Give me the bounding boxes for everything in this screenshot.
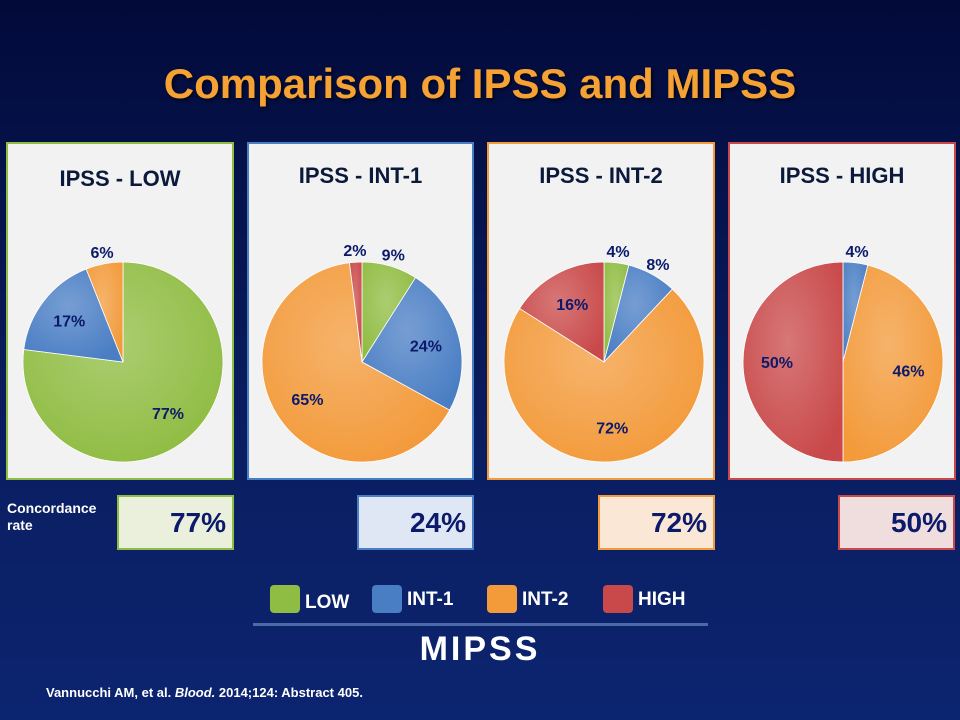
concordance-low: 77% bbox=[117, 495, 234, 550]
panel-title: IPSS - LOW bbox=[59, 166, 181, 191]
pie-slice-int-1 bbox=[361, 277, 463, 411]
pie-data-label: 4% bbox=[606, 244, 629, 261]
legend-swatch-int2 bbox=[487, 585, 517, 613]
pie-chart-ipss-high: 4% 46% 50% bbox=[742, 244, 944, 463]
pie-slice-int-2 bbox=[842, 264, 944, 463]
concordance-int1: 24% bbox=[357, 495, 474, 550]
pie-data-label: 72% bbox=[596, 420, 628, 437]
reference-authors: Vannucchi AM, et al. bbox=[46, 685, 175, 700]
legend-divider bbox=[253, 623, 708, 626]
reference-details: 2014;124: Abstract 405. bbox=[215, 685, 363, 700]
panel-title: IPSS - INT-1 bbox=[298, 163, 423, 188]
reference: Vannucchi AM, et al. Blood. 2014;124: Ab… bbox=[46, 685, 363, 700]
concordance-high: 50% bbox=[838, 495, 955, 550]
concordance-label: Concordance rate bbox=[7, 500, 96, 534]
pie-data-label: 4% bbox=[845, 244, 868, 261]
pie-data-label: 2% bbox=[343, 243, 366, 260]
pie-data-label: 17% bbox=[53, 313, 85, 330]
pie-chart-ipss-int1: 9% 24% 65% 2% bbox=[261, 243, 463, 463]
pie-chart-ipss-int2: 4% 8% 72% 16% bbox=[503, 244, 705, 463]
pie-data-label: 65% bbox=[291, 392, 323, 409]
pie-data-label: 6% bbox=[90, 245, 113, 262]
pie-slice-int-2 bbox=[503, 288, 705, 463]
slide-title: Comparison of IPSS and MIPSS bbox=[163, 60, 797, 107]
pie-slice-high bbox=[742, 261, 844, 463]
legend-label-int2: INT-2 bbox=[522, 589, 569, 610]
legend-swatch-high bbox=[603, 585, 633, 613]
panel-title: IPSS - HIGH bbox=[779, 163, 905, 188]
pie-slice-high bbox=[349, 261, 363, 363]
panel-ipss-int2: IPSS - INT-2 4% 8% 72% 16% bbox=[487, 142, 715, 480]
pie-data-label: 24% bbox=[410, 339, 442, 356]
legend-title: MIPSS bbox=[419, 630, 541, 668]
pie-data-label: 46% bbox=[892, 363, 924, 380]
legend-label-int1: INT-1 bbox=[407, 589, 454, 610]
pie-data-label: 16% bbox=[556, 297, 588, 314]
pie-chart-ipss-low: 77% 17% 6% bbox=[22, 245, 224, 463]
pie-slice-int-1 bbox=[23, 268, 124, 363]
pie-data-label: 77% bbox=[152, 406, 184, 423]
concordance-int2: 72% bbox=[598, 495, 715, 550]
pie-slice-high bbox=[519, 261, 605, 363]
legend-swatch-int1 bbox=[372, 585, 402, 613]
concordance-label-line2: rate bbox=[7, 517, 33, 533]
pie-slice-int-2 bbox=[85, 261, 124, 363]
panel-ipss-high: IPSS - HIGH 4% 46% 50% bbox=[728, 142, 956, 480]
panel-ipss-low: IPSS - LOW 77% 17% 6% bbox=[6, 142, 234, 480]
panel-title: IPSS - INT-2 bbox=[539, 163, 663, 188]
legend-label-low: LOW bbox=[305, 592, 350, 613]
reference-journal: Blood. bbox=[174, 685, 216, 700]
pie-slice-int-2 bbox=[261, 262, 451, 463]
pie-data-label: 8% bbox=[646, 257, 669, 274]
pie-data-label: 9% bbox=[382, 247, 405, 264]
legend-label-high: HIGH bbox=[638, 589, 686, 610]
legend-swatch-low bbox=[270, 585, 300, 613]
panel-ipss-int1: IPSS - INT-1 9% 24% 65% 2% bbox=[247, 142, 474, 480]
pie-data-label: 50% bbox=[761, 355, 793, 372]
concordance-label-line1: Concordance bbox=[7, 500, 97, 516]
